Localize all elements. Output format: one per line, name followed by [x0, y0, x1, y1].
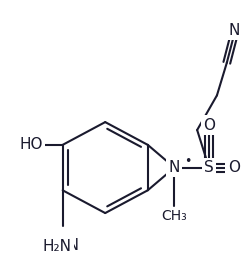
Text: N: N: [228, 23, 239, 38]
Text: O: O: [203, 117, 215, 133]
Text: N: N: [169, 160, 180, 175]
Text: HO: HO: [19, 137, 43, 152]
Text: S: S: [204, 160, 214, 175]
Text: CH₃: CH₃: [162, 209, 187, 223]
Text: •: •: [184, 155, 192, 168]
Text: O: O: [228, 160, 240, 175]
Text: H₂N: H₂N: [43, 239, 72, 254]
Text: HO: HO: [19, 137, 43, 152]
Text: H₂N: H₂N: [51, 238, 80, 253]
